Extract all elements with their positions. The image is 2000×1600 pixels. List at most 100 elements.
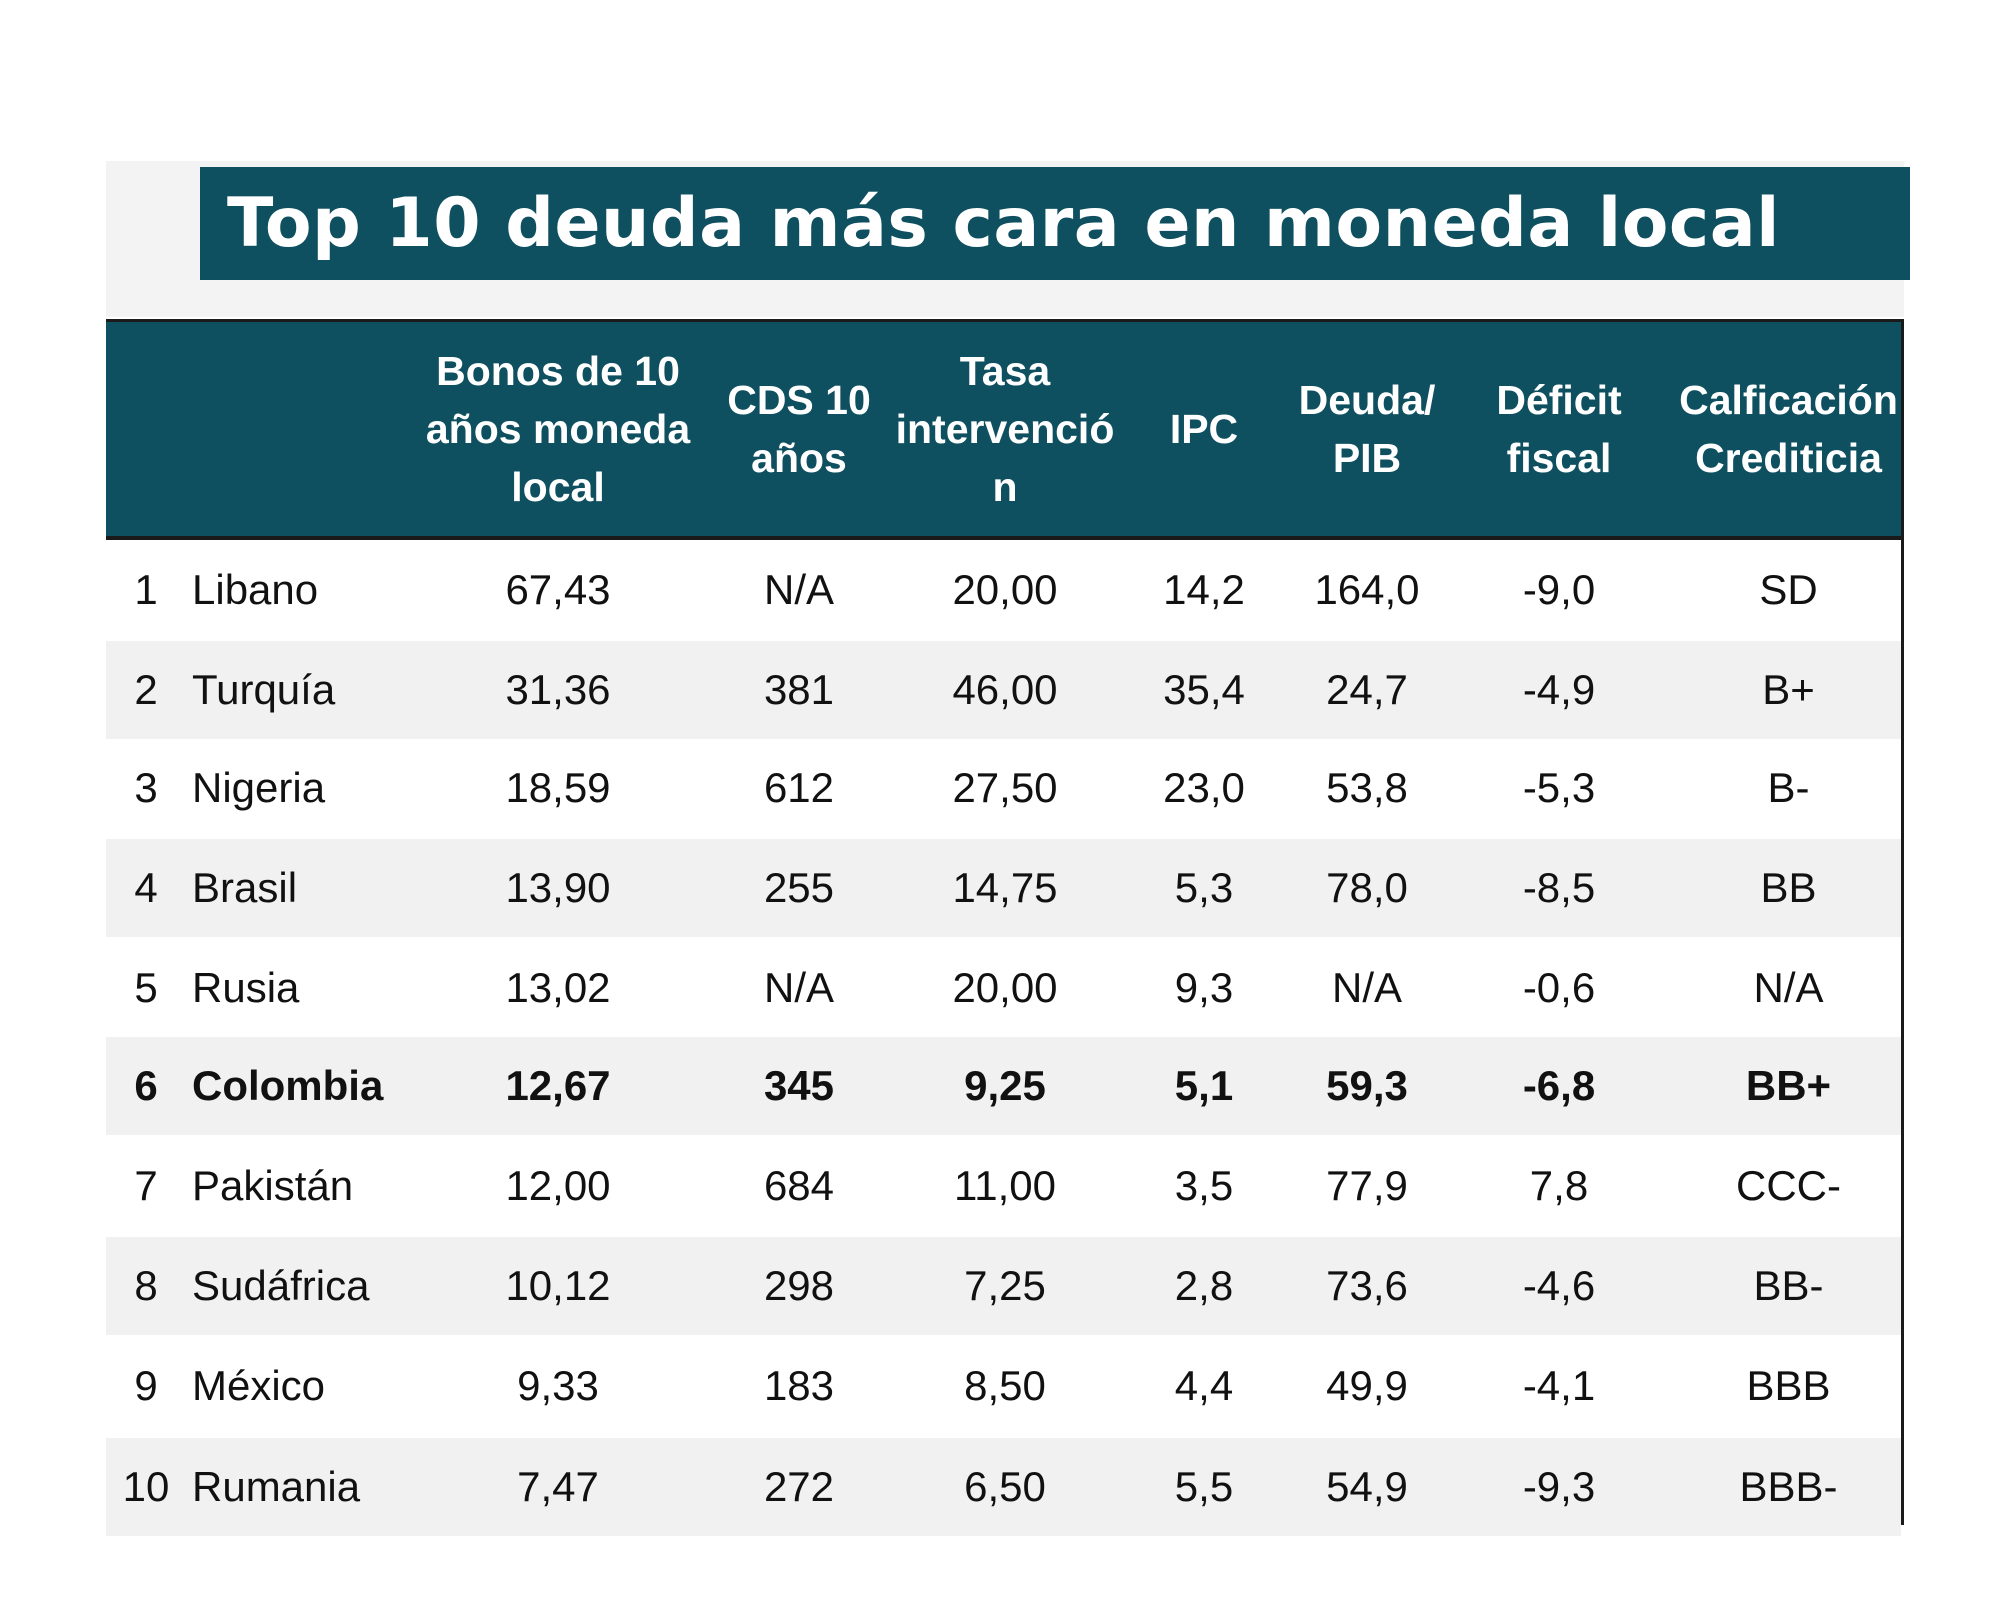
- cell-calificacion: N/A: [1753, 964, 1824, 1011]
- cell-calificacion: B+: [1762, 666, 1815, 713]
- cell-rank: 5: [134, 964, 158, 1011]
- cell-bonos: 67,43: [505, 566, 611, 613]
- table-row: 7 Pakistán 12,00 684 11,00 3,5 77,9 7,8 CCC-: [106, 1137, 1901, 1235]
- cell-deficit: -8,5: [1522, 864, 1596, 911]
- cell-ipc: 3,5: [1174, 1162, 1234, 1209]
- cell-tasa: 27,50: [952, 764, 1058, 811]
- header-bonos-line: local: [511, 464, 605, 510]
- header-ipc: IPC: [1116, 322, 1292, 536]
- cell-tasa: 9,25: [964, 1062, 1046, 1109]
- cell-deuda: 78,0: [1326, 864, 1408, 911]
- cell-ipc: 4,4: [1174, 1362, 1234, 1409]
- header-ipc-line: IPC: [1169, 406, 1239, 452]
- cell-ipc: 5,5: [1174, 1463, 1234, 1510]
- cell-deuda: 49,9: [1326, 1362, 1408, 1409]
- cell-tasa: 6,50: [964, 1463, 1046, 1510]
- cell-cds: N/A: [763, 964, 834, 1011]
- cell-ipc: 35,4: [1163, 666, 1245, 713]
- cell-calificacion: BB+: [1745, 1062, 1832, 1109]
- cell-calificacion: BBB-: [1739, 1463, 1838, 1510]
- cell-rank: 4: [134, 864, 158, 911]
- cell-deuda: 53,8: [1326, 764, 1408, 811]
- cell-rank: 9: [134, 1362, 158, 1409]
- table-header: Bonos de 10 años moneda local CDS 10 años Tas…: [106, 322, 1901, 540]
- header-bonos: Bonos de 10 años moneda local: [412, 322, 704, 536]
- table-row: 8 Sudáfrica 10,12 298 7,25 2,8 73,6 -4,6 BB-: [106, 1237, 1901, 1335]
- cell-calificacion: BBB: [1746, 1362, 1831, 1409]
- cell-deficit: -0,6: [1522, 964, 1596, 1011]
- cell-country: Colombia: [192, 1062, 384, 1109]
- title-bar: Top 10 deuda más cara en moneda local: [200, 167, 1910, 280]
- cell-cds: 345: [763, 1062, 835, 1109]
- cell-deficit: -4,9: [1522, 666, 1596, 713]
- cell-cds: 272: [763, 1463, 835, 1510]
- header-cds-line: años: [751, 435, 847, 481]
- header-cds-line: CDS 10: [727, 377, 871, 423]
- header-calificacion-line: Calficación: [1679, 377, 1898, 423]
- table-row: 10 Rumania 7,47 272 6,50 5,5 54,9 -9,3 BBB-: [106, 1438, 1901, 1536]
- cell-calificacion: BB: [1760, 864, 1817, 911]
- cell-calificacion: BB-: [1753, 1262, 1824, 1309]
- cell-bonos: 9,33: [517, 1362, 599, 1409]
- cell-cds: 298: [763, 1262, 835, 1309]
- cell-bonos: 31,36: [505, 666, 611, 713]
- header-cds: CDS 10 años: [704, 322, 894, 536]
- cell-tasa: 14,75: [952, 864, 1058, 911]
- cell-bonos: 7,47: [517, 1463, 599, 1510]
- cell-deuda: 54,9: [1326, 1463, 1408, 1510]
- header-bonos-line: años moneda: [425, 406, 691, 452]
- table-row: 3 Nigeria 18,59 612 27,50 23,0 53,8 -5,3 B-: [106, 739, 1901, 837]
- header-tasa-line: n: [992, 464, 1018, 510]
- cell-deficit: -9,3: [1522, 1463, 1596, 1510]
- cell-bonos: 10,12: [505, 1262, 611, 1309]
- cell-deficit: -4,1: [1522, 1362, 1596, 1409]
- cell-country: México: [192, 1362, 326, 1409]
- cell-deuda: N/A: [1331, 964, 1402, 1011]
- cell-deficit: -9,0: [1522, 566, 1596, 613]
- cell-rank: 3: [134, 764, 158, 811]
- cell-rank: 1: [134, 566, 158, 613]
- header-deuda-line: Deuda/: [1298, 377, 1436, 423]
- cell-bonos: 13,90: [505, 864, 611, 911]
- header-deficit-line: Déficit: [1496, 377, 1622, 423]
- cell-ipc: 5,3: [1174, 864, 1234, 911]
- cell-bonos: 18,59: [505, 764, 611, 811]
- cell-cds: 684: [763, 1162, 835, 1209]
- cell-tasa: 20,00: [952, 964, 1058, 1011]
- header-deuda-line: PIB: [1332, 435, 1402, 481]
- cell-rank: 7: [134, 1162, 158, 1209]
- cell-country: Turquía: [192, 666, 336, 713]
- table-row: 4 Brasil 13,90 255 14,75 5,3 78,0 -8,5 BB: [106, 839, 1901, 937]
- cell-deficit: -6,8: [1522, 1062, 1596, 1109]
- cell-rank: 2: [134, 666, 158, 713]
- cell-deuda: 24,7: [1326, 666, 1408, 713]
- page-title: Top 10 deuda más cara en moneda local: [227, 184, 1780, 263]
- cell-deuda: 59,3: [1326, 1062, 1408, 1109]
- cell-cds: 255: [763, 864, 835, 911]
- cell-cds: N/A: [763, 566, 834, 613]
- header-deficit-line: fiscal: [1506, 435, 1612, 481]
- header-tasa-line: intervenció: [895, 406, 1115, 452]
- table-row: 1 Libano 67,43 N/A 20,00 14,2 164,0 -9,0 SD: [106, 541, 1901, 639]
- cell-country: Sudáfrica: [192, 1262, 370, 1309]
- debt-table: Bonos de 10 años moneda local CDS 10 años Tas…: [106, 319, 1904, 1536]
- cell-country: Libano: [192, 566, 319, 613]
- cell-tasa: 8,50: [964, 1362, 1046, 1409]
- cell-bonos: 12,00: [505, 1162, 611, 1209]
- cell-rank: 8: [134, 1262, 158, 1309]
- cell-deuda: 77,9: [1326, 1162, 1408, 1209]
- table-row: 9 México 9,33 183 8,50 4,4 49,9 -4,1 BBB: [106, 1337, 1901, 1435]
- cell-deficit: -5,3: [1522, 764, 1596, 811]
- cell-ipc: 9,3: [1174, 964, 1234, 1011]
- cell-tasa: 20,00: [952, 566, 1058, 613]
- cell-cds: 183: [763, 1362, 835, 1409]
- cell-cds: 612: [763, 764, 835, 811]
- cell-rank: 10: [122, 1463, 170, 1510]
- cell-tasa: 46,00: [952, 666, 1058, 713]
- cell-ipc: 14,2: [1163, 566, 1245, 613]
- cell-rank: 6: [134, 1062, 158, 1109]
- header-calificacion-line: Crediticia: [1695, 435, 1882, 481]
- header-deuda: Deuda/PIB: [1292, 322, 1442, 536]
- table-row: 5 Rusia 13,02 N/A 20,00 9,3 N/A -0,6 N/A: [106, 939, 1901, 1037]
